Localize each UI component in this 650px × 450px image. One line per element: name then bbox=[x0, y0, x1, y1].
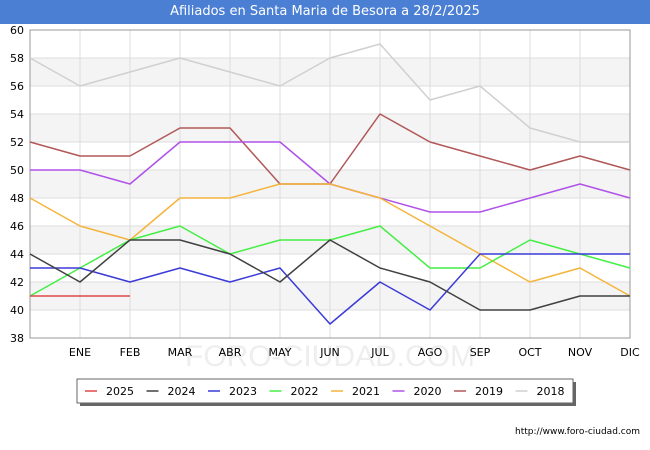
legend-label-2019: 2019 bbox=[475, 385, 503, 398]
x-tick-label: ENE bbox=[69, 346, 91, 359]
legend-label-2018: 2018 bbox=[537, 385, 565, 398]
y-tick-label: 50 bbox=[10, 164, 24, 177]
x-tick-label: JUN bbox=[319, 346, 340, 359]
chart-title: Afiliados en Santa Maria de Besora a 28/… bbox=[170, 4, 480, 19]
legend-label-2025: 2025 bbox=[106, 385, 134, 398]
x-tick-label: SEP bbox=[470, 346, 491, 359]
x-tick-label: MAY bbox=[269, 346, 292, 359]
y-tick-label: 48 bbox=[10, 192, 24, 205]
y-tick-label: 42 bbox=[10, 276, 24, 289]
legend-label-2021: 2021 bbox=[352, 385, 380, 398]
x-tick-label: MAR bbox=[168, 346, 193, 359]
title-bar bbox=[0, 0, 650, 24]
x-tick-label: OCT bbox=[518, 346, 541, 359]
series-line-2024 bbox=[29, 239, 630, 311]
legend: 2025 2024 2023 2022 2021 2020 2019 2018 bbox=[76, 378, 576, 406]
source-link[interactable]: http://www.foro-ciudad.com bbox=[515, 427, 640, 437]
series-line-2018 bbox=[29, 43, 630, 143]
x-tick-label: NOV bbox=[568, 346, 593, 359]
y-tick-label: 56 bbox=[10, 80, 24, 93]
y-tick-label: 54 bbox=[10, 108, 24, 121]
series-line-2023 bbox=[30, 253, 630, 325]
y-tick-label: 40 bbox=[10, 304, 24, 317]
y-tick-label: 44 bbox=[10, 248, 24, 261]
x-tick-label: AGO bbox=[418, 346, 443, 359]
x-tick-label: FEB bbox=[120, 346, 141, 359]
x-tick-label: DIC bbox=[620, 346, 640, 359]
legend-label-2020: 2020 bbox=[414, 385, 442, 398]
x-tick-label: ABR bbox=[219, 346, 242, 359]
y-tick-label: 60 bbox=[10, 24, 24, 37]
y-axis-ticks: 38 40 42 44 46 48 50 52 54 56 58 60 bbox=[10, 24, 24, 345]
y-tick-label: 58 bbox=[10, 52, 24, 65]
series-lines bbox=[29, 43, 631, 325]
legend-label-2024: 2024 bbox=[168, 385, 196, 398]
x-tick-label: JUL bbox=[370, 346, 389, 359]
y-tick-label: 52 bbox=[10, 136, 24, 149]
plot-frame bbox=[29, 29, 631, 339]
x-axis-ticks: ENE FEB MAR ABR MAY JUN JUL AGO SEP OCT NOV DIC bbox=[69, 346, 640, 359]
y-tick-label: 38 bbox=[10, 332, 24, 345]
legend-box bbox=[76, 378, 574, 404]
watermark: FORO-CIUDAD.COM bbox=[185, 340, 475, 373]
legend-label-2023: 2023 bbox=[229, 385, 257, 398]
legend-label-2022: 2022 bbox=[291, 385, 319, 398]
y-tick-label: 46 bbox=[10, 220, 24, 233]
